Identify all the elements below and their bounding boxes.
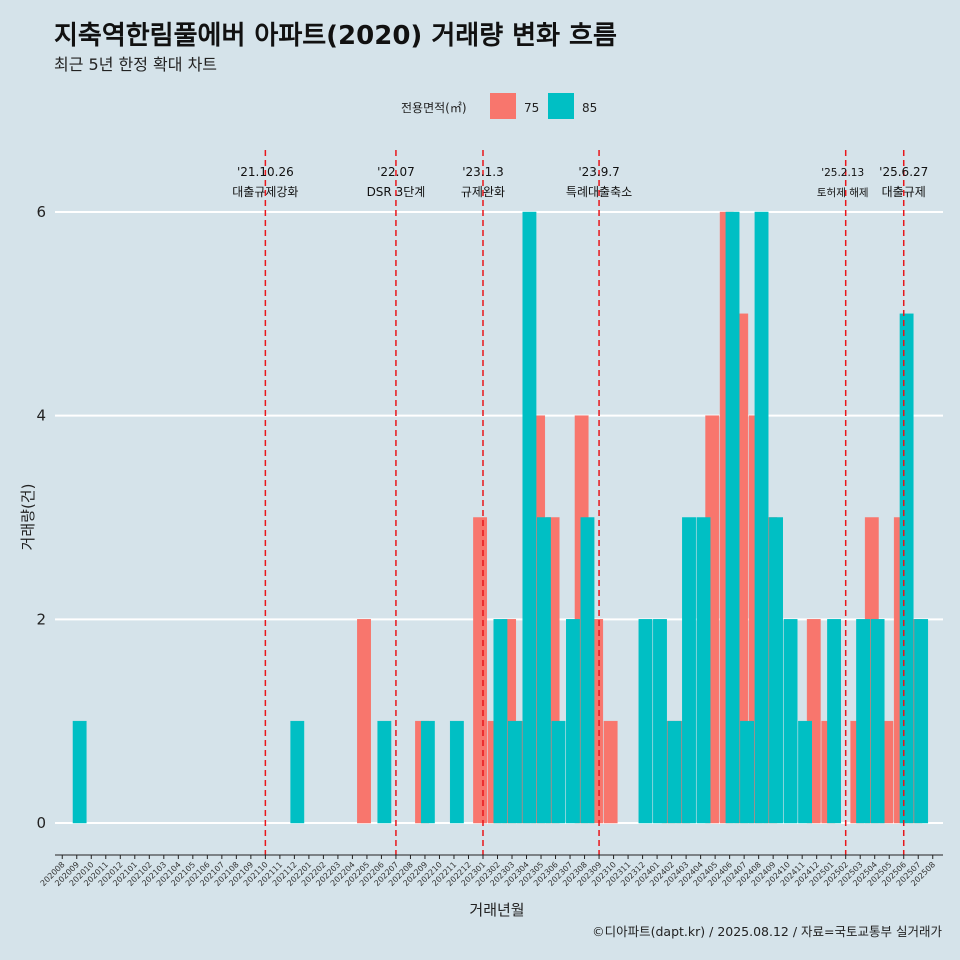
legend-label-85: 85	[582, 101, 597, 115]
bar-85-202305	[537, 517, 551, 824]
legend-title: 전용면적(㎡)	[401, 101, 467, 115]
x-axis-title: 거래년월	[469, 901, 524, 919]
chart-caption: ©디아파트(dapt.kr) / 2025.08.12 / 자료=국토교통부 실…	[592, 924, 942, 939]
bar-85-202401	[653, 619, 667, 824]
event-label: DSR 3단계	[367, 185, 426, 199]
legend-label-75: 75	[524, 101, 539, 115]
event-date: '25.6.27	[879, 165, 928, 179]
bar-85-202408	[754, 211, 769, 824]
bar-85-202112	[290, 720, 305, 824]
event-date: '21.10.26	[237, 165, 294, 179]
bar-75-202310	[603, 720, 618, 824]
x-axis: 2020082020092020102020112020122021012021…	[39, 854, 943, 888]
legend-key-75	[490, 93, 516, 119]
bar-85-202206	[377, 720, 392, 824]
event-label: 특례대출축소	[566, 185, 632, 199]
bar-85-202308	[580, 517, 595, 824]
bar-85-202503	[856, 619, 871, 824]
bar-85-202209	[420, 720, 435, 824]
bar-85-202402	[667, 720, 682, 824]
y-axis: 0 2 4 6	[36, 203, 46, 832]
bar-85-202312	[638, 619, 653, 824]
y-tick-label: 0	[36, 814, 46, 832]
event-markers: '21.10.26 대출규제강화 '22.07 DSR 3단계 '23.1.3 규제완화 '…	[232, 150, 928, 855]
bar-85-202410	[783, 619, 798, 824]
event-date: '23.9.7	[578, 165, 619, 179]
bar-85-202304	[522, 211, 537, 824]
bar-85-202403	[682, 517, 696, 824]
event-label: 대출규제	[882, 185, 926, 199]
bar-85-202501	[827, 619, 842, 824]
bar-85-202407	[740, 720, 754, 824]
bar-75-202205	[357, 619, 371, 824]
bar-85-202211	[449, 720, 464, 824]
event-label: 토허제 해제	[817, 186, 869, 199]
y-tick-label: 6	[36, 203, 46, 221]
event-label: 대출규제강화	[232, 185, 298, 199]
bar-85-202409	[769, 517, 783, 824]
event-date: '25.2.13	[821, 167, 864, 179]
bar-85-202306	[551, 720, 566, 824]
bar-85-202302	[493, 619, 508, 824]
bar-75-202301	[473, 517, 488, 824]
y-axis-title: 거래량(건)	[19, 484, 37, 551]
chart-subtitle: 최근 5년 한정 확대 차트	[54, 55, 217, 74]
event-label: 규제완화	[461, 185, 505, 199]
legend: 전용면적(㎡) 75 85	[401, 93, 597, 119]
bar-85-202411	[798, 720, 812, 824]
chart-title: 지축역한림풀에버 아파트(2020) 거래량 변화 흐름	[54, 21, 617, 51]
y-tick-label: 2	[36, 610, 46, 628]
bar-85-202307	[566, 619, 580, 824]
bar-85-202507	[914, 619, 929, 824]
bar-85-202009	[72, 720, 87, 824]
event-date: '23.1.3	[462, 165, 503, 179]
bar-85-202506	[899, 313, 914, 824]
bar-85-202406	[725, 211, 740, 824]
legend-key-85	[548, 93, 574, 119]
bar-85-202504	[870, 619, 885, 824]
bar-85-202303	[507, 720, 522, 824]
bars	[72, 211, 929, 824]
y-tick-label: 4	[36, 407, 46, 425]
event-date: '22.07	[377, 165, 415, 179]
bar-85-202404	[696, 517, 711, 824]
